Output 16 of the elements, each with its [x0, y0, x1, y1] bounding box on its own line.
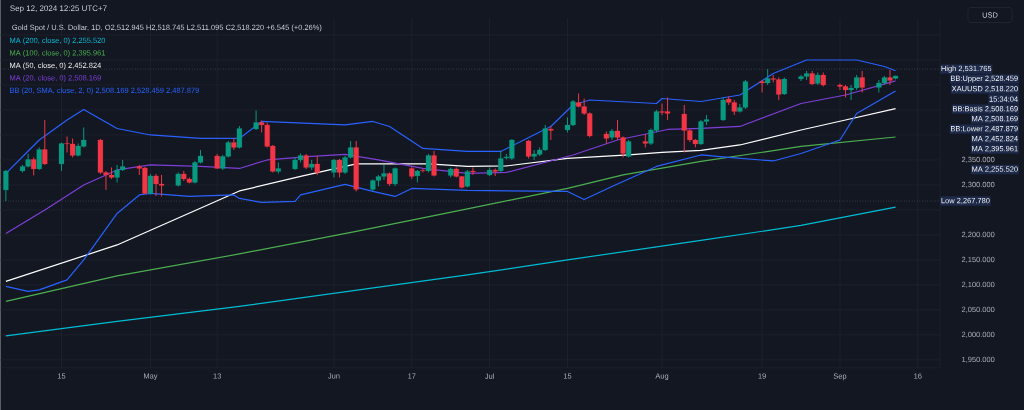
line-series — [5, 80, 897, 235]
candlestick — [3, 169, 9, 202]
candlestick — [859, 70, 865, 94]
candlestick — [470, 167, 476, 176]
candlestick — [525, 139, 532, 160]
line-series — [5, 206, 897, 337]
candlestick — [314, 155, 320, 176]
candlestick — [331, 158, 337, 179]
candlestick — [392, 167, 398, 187]
candlestick — [336, 158, 343, 179]
candlestick — [887, 69, 893, 86]
candlestick — [58, 142, 65, 172]
candlestick — [431, 150, 437, 178]
candlestick — [759, 79, 765, 94]
candlestick — [42, 119, 48, 166]
line-series — [5, 136, 897, 303]
